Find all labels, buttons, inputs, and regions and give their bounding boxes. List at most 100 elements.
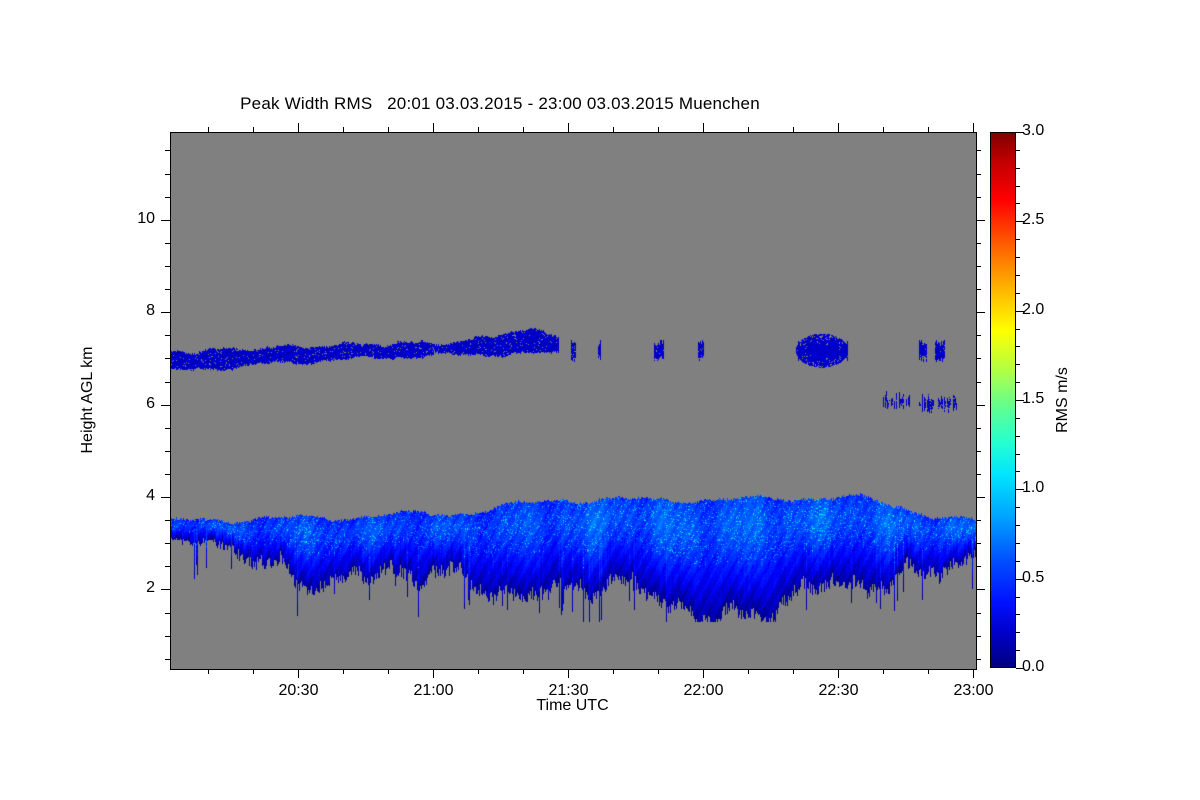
x-tick-mark-top [703,123,704,132]
y-tick-mark-right [976,312,985,313]
x-tick-mark-top [523,127,524,132]
y-tick-mark-right [976,220,985,221]
x-tick-mark-top [793,127,794,132]
colorbar-minor-tick [1016,150,1020,151]
y-tick-mark [161,589,170,590]
colorbar-minor-tick [1016,543,1020,544]
y-tick-mark [165,451,170,452]
x-tick-mark [973,669,974,678]
x-tick-mark-top [568,123,569,132]
colorbar-tick-label: 0.5 [1022,569,1045,586]
y-tick-mark-right [976,150,981,151]
colorbar-tick-label: 0.0 [1022,658,1045,675]
colorbar-tick-mark [1016,489,1024,490]
x-tick-label: 21:30 [548,682,589,699]
y-tick-label: 8 [146,302,155,320]
y-tick-mark [165,289,170,290]
x-tick-mark [298,669,299,678]
x-tick-mark [928,669,929,674]
x-tick-mark-top [613,127,614,132]
colorbar[interactable] [990,132,1016,668]
colorbar-tick-mark [1016,579,1024,580]
colorbar-minor-tick [1016,329,1020,330]
colorbar-gradient [990,132,1016,668]
colorbar-minor-tick [1016,454,1020,455]
x-tick-mark [883,669,884,674]
x-tick-mark-top [928,127,929,132]
y-tick-mark-right [976,566,981,567]
y-tick-mark-right [976,428,981,429]
y-tick-mark [161,220,170,221]
x-tick-mark-top [973,123,974,132]
y-tick-label: 4 [146,487,155,505]
x-tick-label: 22:00 [683,682,724,699]
y-tick-mark-right [976,197,981,198]
y-tick-mark [165,197,170,198]
y-tick-mark-right [976,243,981,244]
colorbar-minor-tick [1016,418,1020,419]
y-tick-mark [165,358,170,359]
colorbar-minor-tick [1016,257,1020,258]
colorbar-tick-mark [1016,400,1024,401]
x-tick-mark-top [748,127,749,132]
x-tick-mark-top [388,127,389,132]
y-tick-mark [165,474,170,475]
y-tick-label: 6 [146,394,155,412]
x-tick-mark-top [343,127,344,132]
y-tick-mark [165,428,170,429]
y-tick-mark-right [976,451,981,452]
colorbar-minor-tick [1016,507,1020,508]
colorbar-minor-tick [1016,632,1020,633]
colorbar-tick-mark [1016,668,1024,669]
page-title: Peak Width RMS 20:01 03.03.2015 - 23:00 … [240,94,760,113]
y-tick-mark [161,312,170,313]
y-tick-mark-right [976,174,981,175]
y-tick-mark-right [976,382,981,383]
y-tick-mark [165,659,170,660]
y-tick-mark [165,520,170,521]
y-tick-mark [165,174,170,175]
x-tick-mark-top [838,123,839,132]
heatmap-canvas [171,133,976,669]
y-tick-mark [165,636,170,637]
y-tick-mark-right [976,659,981,660]
y-tick-mark-right [976,613,981,614]
x-axis-label: Time UTC [536,697,609,714]
y-axis-label: Height AGL km [79,346,96,454]
x-tick-mark [793,669,794,674]
x-tick-mark [523,669,524,674]
x-tick-mark [343,669,344,674]
colorbar-minor-tick [1016,471,1020,472]
x-tick-mark-top [433,123,434,132]
x-tick-mark-top [208,127,209,132]
x-tick-mark [658,669,659,674]
colorbar-tick-mark [1016,132,1024,133]
colorbar-minor-tick [1016,293,1020,294]
y-tick-mark [165,335,170,336]
colorbar-tick-label: 1.0 [1022,479,1045,496]
x-tick-label: 21:00 [413,682,454,699]
colorbar-label: RMS m/s [1054,367,1071,433]
y-tick-mark-right [976,289,981,290]
x-tick-label: 22:30 [818,682,859,699]
x-tick-mark [703,669,704,678]
y-tick-mark [165,243,170,244]
x-tick-mark [433,669,434,678]
plot-area[interactable] [170,132,977,670]
colorbar-minor-tick [1016,168,1020,169]
colorbar-minor-tick [1016,186,1020,187]
y-tick-mark-right [976,497,985,498]
colorbar-tick-mark [1016,311,1024,312]
x-tick-mark [208,669,209,674]
x-tick-mark-top [883,127,884,132]
x-tick-mark [748,669,749,674]
y-tick-mark-right [976,358,981,359]
x-tick-mark-top [478,127,479,132]
colorbar-minor-tick [1016,346,1020,347]
y-tick-label: 2 [146,579,155,597]
x-tick-mark [478,669,479,674]
colorbar-minor-tick [1016,561,1020,562]
x-tick-mark-top [298,123,299,132]
colorbar-minor-tick [1016,382,1020,383]
